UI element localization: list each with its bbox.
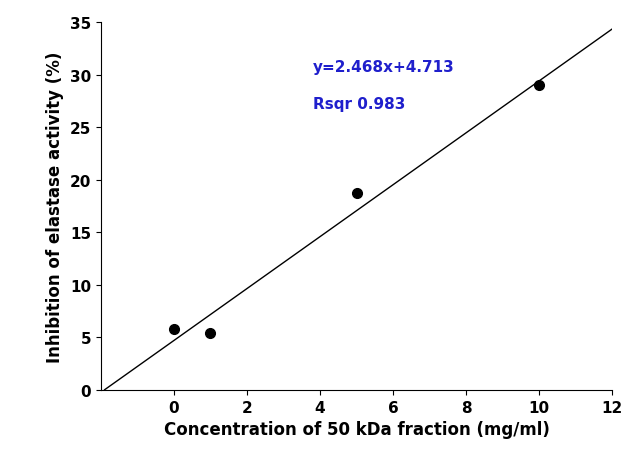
Text: y=2.468x+4.713: y=2.468x+4.713 — [313, 60, 454, 75]
Point — [169, 325, 179, 333]
X-axis label: Concentration of 50 kDa fraction (mg/ml): Concentration of 50 kDa fraction (mg/ml) — [163, 420, 550, 438]
Text: Rsqr 0.983: Rsqr 0.983 — [313, 96, 405, 112]
Point — [351, 190, 362, 198]
Point — [206, 330, 216, 337]
Y-axis label: Inhibition of elastase activity (%): Inhibition of elastase activity (%) — [46, 51, 64, 362]
Point — [534, 82, 544, 90]
